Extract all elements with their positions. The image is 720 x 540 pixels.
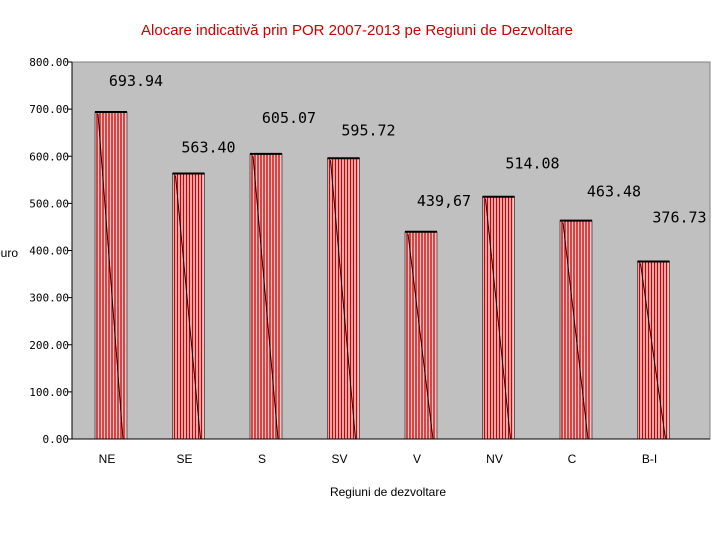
data-label: 563.40 — [181, 138, 235, 156]
bar-v — [404, 230, 438, 440]
y-tick-label: 500.00 — [29, 197, 69, 210]
x-tick-label: NE — [99, 452, 116, 466]
bar-s — [249, 152, 283, 440]
bar-diagonal — [97, 113, 124, 440]
bar-diagonal — [640, 263, 666, 440]
x-tick-label: SV — [331, 452, 347, 466]
data-label: 605.07 — [262, 109, 316, 127]
bar-nv — [482, 195, 515, 440]
x-axis-label: Regiuni de dezvoltare — [330, 485, 446, 499]
bar-diagonal — [330, 160, 356, 440]
y-tick-label: 700.00 — [29, 103, 69, 116]
data-label: 439,67 — [417, 192, 471, 210]
chart-title: Alocare indicativă prin POR 2007-2013 pe… — [141, 22, 573, 39]
bar-diagonal — [407, 233, 434, 440]
bar-se — [172, 172, 205, 440]
x-tick-label: V — [413, 452, 421, 466]
y-tick-label: 400.00 — [29, 245, 69, 258]
bar-c — [559, 219, 593, 440]
bar-b-i — [637, 260, 670, 440]
bar-sv — [327, 157, 360, 440]
data-label: 514.08 — [505, 155, 559, 173]
bars-group — [94, 110, 670, 440]
bar-ne — [94, 110, 128, 440]
y-axis-label: euro — [0, 246, 18, 260]
bar-diagonal — [252, 155, 279, 440]
y-tick-label: 0.00 — [43, 433, 70, 446]
x-tick-label: SE — [176, 452, 192, 466]
bar-diagonal — [175, 175, 201, 440]
x-tick-label: S — [258, 452, 266, 466]
data-label: 595.72 — [341, 121, 395, 139]
y-tick-label: 300.00 — [29, 292, 69, 305]
x-tick-label: C — [568, 452, 577, 466]
y-tick-label: 600.00 — [29, 150, 69, 163]
x-ticks-group: NE SE S SV V NV C B-I — [99, 452, 658, 466]
x-tick-label: NV — [486, 452, 503, 466]
bar-diagonal — [562, 222, 589, 440]
x-tick-label: B-I — [642, 452, 657, 466]
y-tick-label: 800.00 — [29, 56, 69, 69]
y-ticks-group: 0.00 100.00 200.00 300.00 400.00 500.00 600.00… — [29, 56, 72, 446]
y-tick-label: 200.00 — [29, 339, 69, 352]
data-label: 376.73 — [652, 208, 706, 226]
bar-diagonal — [485, 198, 511, 440]
data-label: 693.94 — [109, 72, 163, 90]
plot-area — [71, 61, 711, 440]
y-tick-label: 100.00 — [29, 386, 69, 399]
data-labels-group: 693.94 563.40 605.07 595.72 439,67 514.08 463.… — [109, 72, 707, 226]
data-label: 463.48 — [587, 183, 641, 201]
